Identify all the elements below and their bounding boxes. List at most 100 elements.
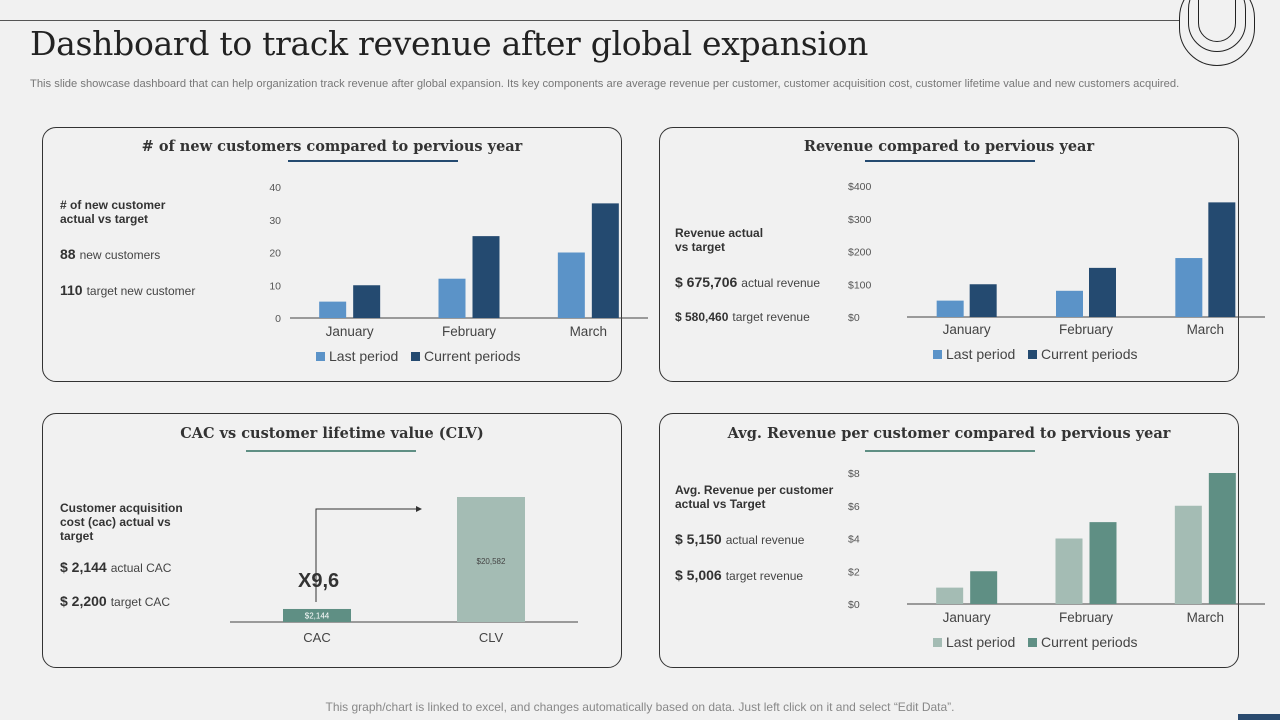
- kpi-target-text: target CAC: [110, 595, 171, 609]
- y-tick-label: 30: [269, 215, 281, 227]
- kpi-actual: 88 new customers: [60, 246, 160, 262]
- category-label: January: [943, 322, 991, 337]
- title-underline: [246, 450, 416, 452]
- y-tick-label: 20: [269, 248, 281, 260]
- title-underline: [288, 160, 458, 162]
- bar-last-period: [936, 300, 964, 317]
- bar-last-period: [557, 252, 585, 318]
- kpi-actual-text: new customers: [79, 248, 161, 262]
- kpi-actual-value: $ 675,706: [675, 274, 738, 290]
- legend-label: Current periods: [1041, 634, 1138, 650]
- category-label: March: [1187, 610, 1225, 625]
- kpi-target-text: target revenue: [725, 569, 804, 583]
- panel-title: Avg. Revenue per customer compared to pe…: [727, 425, 1171, 442]
- customers-chart: 0 10 20 30 40 January February March Last period…: [269, 182, 648, 364]
- bar-last-period: [936, 587, 964, 604]
- cac-clv-multiplier: X9,6: [298, 570, 340, 592]
- category-label: January: [326, 324, 374, 339]
- bar-last-period: [1174, 505, 1202, 604]
- y-tick-label: 10: [269, 280, 281, 292]
- legend-label: Last period: [329, 348, 398, 364]
- y-tick-label: $4: [848, 534, 860, 546]
- kpi-actual-text: actual CAC: [110, 561, 172, 575]
- decorative-ring-core: [1198, 0, 1236, 42]
- y-tick-label: $6: [848, 501, 860, 513]
- kpi-target: $ 2,200 target CAC: [60, 593, 170, 609]
- kpi-target: $ 5,006 target revenue: [675, 567, 803, 583]
- bar-current-periods: [969, 284, 997, 317]
- title-underline: [865, 450, 1035, 452]
- kpi-target-value: $ 5,006: [675, 567, 722, 583]
- bar-last-period: [319, 301, 347, 318]
- kpi-label: Customer acquisition cost (cac) actual v…: [60, 501, 183, 543]
- corner-accent: [1238, 714, 1280, 720]
- kpi-target: 110 target new customer: [60, 282, 195, 298]
- category-label: February: [1059, 322, 1113, 337]
- kpi-actual-text: actual revenue: [725, 533, 805, 547]
- bar-current-periods: [472, 236, 500, 318]
- y-tick-label: 40: [269, 182, 281, 194]
- bar-current-periods: [591, 203, 619, 318]
- panel-title: CAC vs customer lifetime value (CLV): [180, 425, 484, 442]
- footer-note: This graph/chart is linked to excel, and…: [325, 700, 955, 714]
- y-tick-label: $8: [848, 468, 860, 480]
- kpi-target-value: $ 580,460: [675, 310, 729, 324]
- y-tick-label: $0: [848, 599, 860, 611]
- y-tick-label: $2: [848, 566, 860, 578]
- kpi-actual: $ 675,706 actual revenue: [675, 274, 820, 290]
- kpi-actual-value: $ 2,144: [60, 559, 107, 575]
- data-label: $20,582: [477, 557, 506, 566]
- data-label: $2,144: [305, 611, 330, 620]
- kpi-label: Avg. Revenue per customer actual vs Targ…: [675, 483, 834, 511]
- panel-title: # of new customers compared to pervious …: [141, 138, 523, 155]
- kpi-actual: $ 2,144 actual CAC: [60, 559, 171, 575]
- cac-clv-chart: $2,144 CAC $20,582 CLV: [230, 497, 578, 645]
- category-label: March: [1187, 322, 1225, 337]
- kpi-target: $ 580,460 target revenue: [675, 310, 810, 324]
- category-label: February: [1059, 610, 1113, 625]
- page-subtitle: This slide showcase dashboard that can h…: [30, 78, 1180, 90]
- kpi-actual-value: $ 5,150: [675, 531, 722, 547]
- bar-current-periods: [1208, 202, 1236, 317]
- y-tick-label: $300: [848, 214, 872, 226]
- y-tick-label: $0: [848, 312, 860, 324]
- legend-swatch: [411, 352, 420, 361]
- bar-current-periods: [1208, 473, 1236, 604]
- category-label: January: [943, 610, 991, 625]
- panel-cac-clv: CAC vs customer lifetime value (CLV) Cus…: [42, 413, 622, 668]
- bar-last-period: [438, 278, 466, 318]
- category-label: CAC: [303, 630, 330, 645]
- kpi-label: # of new customer actual vs target: [60, 198, 166, 226]
- kpi-target-value: 110: [60, 282, 83, 298]
- bar-current-periods: [353, 285, 381, 318]
- legend-swatch: [933, 350, 942, 359]
- y-tick-label: $100: [848, 279, 872, 291]
- panel-title: Revenue compared to pervious year: [803, 138, 1095, 155]
- bar-current-periods: [1089, 522, 1117, 604]
- avg-revenue-chart: $0 $2 $4 $6 $8 January February March Last perio…: [848, 468, 1265, 650]
- bar-current-periods: [1089, 267, 1116, 317]
- bar-clv: [457, 497, 525, 622]
- page-title: Dashboard to track revenue after global …: [30, 24, 869, 63]
- kpi-actual: $ 5,150 actual revenue: [675, 531, 804, 547]
- title-underline: [865, 160, 1035, 162]
- panel-new-customers: # of new customers compared to pervious …: [42, 127, 648, 382]
- category-label: CLV: [479, 630, 504, 645]
- legend-swatch: [1028, 350, 1037, 359]
- legend-label: Current periods: [424, 348, 521, 364]
- legend-label: Last period: [946, 346, 1015, 362]
- bar-current-periods: [970, 571, 998, 604]
- kpi-target-text: target revenue: [732, 310, 810, 324]
- legend-label: Last period: [946, 634, 1015, 650]
- category-label: March: [570, 324, 608, 339]
- kpi-target-value: $ 2,200: [60, 593, 107, 609]
- category-label: February: [442, 324, 496, 339]
- kpi-target-text: target new customer: [86, 284, 196, 298]
- bar-last-period: [1175, 258, 1203, 317]
- legend-swatch: [933, 638, 942, 647]
- bar-cac: [283, 608, 351, 622]
- top-rule: [0, 20, 1180, 21]
- legend-swatch: [316, 352, 325, 361]
- growth-arrow-icon: [315, 506, 422, 602]
- legend-swatch: [1028, 638, 1037, 647]
